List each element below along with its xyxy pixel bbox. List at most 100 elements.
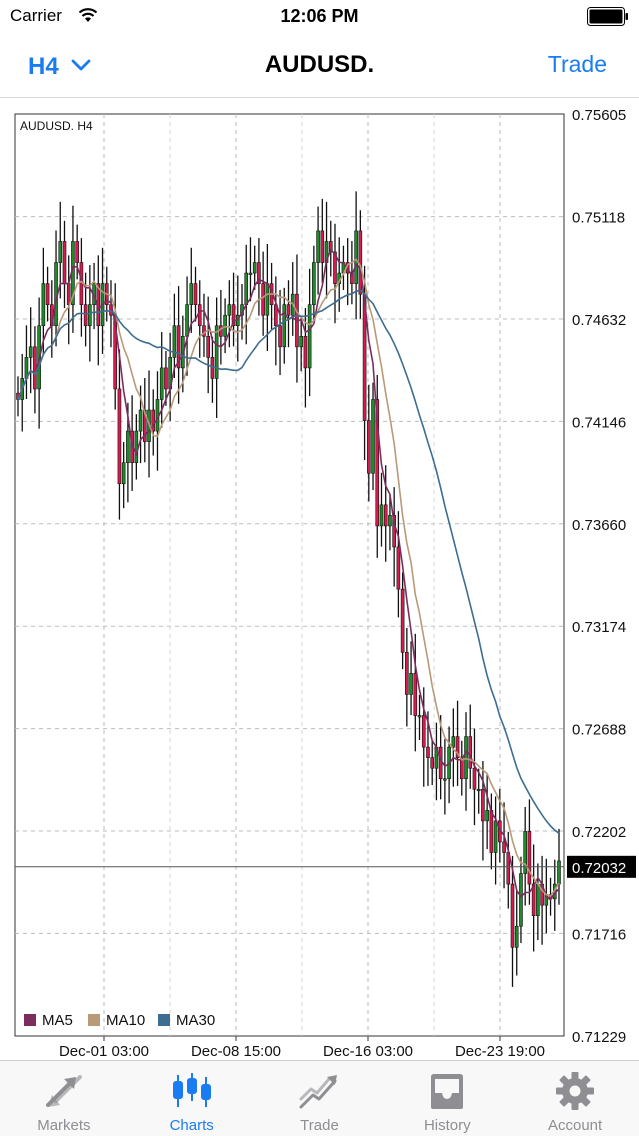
candle-body — [430, 757, 435, 769]
candle-body — [142, 409, 147, 442]
legend-label-ma10: MA10 — [106, 1012, 145, 1029]
candle-body — [455, 736, 460, 758]
wifi-icon — [78, 7, 98, 28]
candle-body — [417, 715, 422, 718]
candle-body — [502, 841, 506, 853]
plot-frame — [14, 113, 565, 1037]
candle-body — [58, 241, 63, 263]
chevron-down-icon — [71, 58, 91, 76]
candle-body — [244, 272, 249, 305]
price-tick-label: 0.72688 — [572, 722, 626, 739]
price-tick-label: 0.74146 — [572, 414, 626, 431]
candle-body — [299, 335, 303, 348]
candle-body — [206, 335, 210, 358]
trade-button[interactable]: Trade — [547, 51, 607, 77]
candle-body — [333, 251, 337, 284]
candle-body — [223, 314, 227, 337]
candle-body — [62, 241, 67, 284]
price-tick-label: 0.72202 — [572, 824, 626, 841]
candle-body — [405, 652, 409, 695]
candle-body — [193, 283, 198, 305]
ma-line-ma10 — [17, 258, 560, 898]
price-tick-label: 0.71716 — [572, 926, 626, 943]
candle-body — [523, 831, 527, 874]
candle-body — [536, 883, 540, 916]
candle-body — [219, 325, 223, 337]
time-tick-label: Dec-16 03:00 — [323, 1043, 413, 1060]
tab-account[interactable]: Account — [511, 1061, 639, 1136]
tab-account-label: Account — [547, 1117, 603, 1134]
carrier-label: Carrier — [10, 6, 62, 25]
candle-body — [557, 860, 561, 885]
tab-trade-label: Trade — [300, 1117, 339, 1134]
ma-line-ma30 — [17, 289, 560, 834]
candle-body — [510, 883, 515, 948]
tab-history[interactable]: History — [383, 1061, 511, 1136]
candle-body — [400, 588, 405, 653]
candle-body — [426, 746, 430, 758]
candlestick-chart[interactable]: 0.75605 0.75118 0.74632 0.74146 0.73660 0.731… — [0, 99, 639, 1060]
price-chart[interactable]: 0.75605 0.75118 0.74632 0.74146 0.73660 0.731… — [0, 99, 639, 1060]
trade-icon — [297, 1069, 341, 1113]
candle-body — [261, 283, 265, 316]
candles-icon — [170, 1069, 214, 1113]
candle-body — [367, 420, 371, 474]
candle-body — [421, 715, 426, 748]
candle-body — [383, 504, 388, 527]
candle-body — [358, 230, 363, 295]
current-price-tag — [567, 855, 636, 878]
candle-body — [28, 346, 33, 358]
candle-body — [375, 399, 380, 527]
price-tick-label: 0.73660 — [572, 517, 626, 534]
candle-body — [83, 304, 88, 327]
candle-body — [413, 673, 418, 716]
candle-body — [151, 409, 156, 432]
candle-body — [476, 788, 481, 792]
candle-body — [485, 810, 489, 822]
status-time: 12:06 PM — [280, 6, 359, 26]
candle-body — [210, 357, 215, 379]
status-bar: Carrier 12:06 PM — [0, 0, 639, 34]
candle-body — [451, 736, 456, 748]
symbol-title: AUDUSD. — [264, 51, 375, 78]
candle-body — [459, 757, 464, 780]
current-price-label: 0.72032 — [572, 860, 626, 877]
tab-markets[interactable]: Markets — [0, 1061, 128, 1136]
candle-body — [371, 399, 375, 474]
time-tick-label: Dec-23 19:00 — [455, 1043, 545, 1060]
time-tick-label: Dec-01 03:00 — [59, 1043, 149, 1060]
candle-body — [214, 325, 219, 379]
candle-body — [519, 873, 523, 927]
price-tick-label: 0.75118 — [572, 210, 625, 227]
candle-body — [189, 283, 194, 305]
candle-body — [396, 546, 401, 590]
tab-charts[interactable]: Charts — [128, 1061, 256, 1136]
tab-trade[interactable]: Trade — [256, 1061, 384, 1136]
candles-group — [16, 191, 561, 987]
price-tick-label: 0.73174 — [572, 619, 626, 636]
candle-body — [493, 820, 498, 853]
legend-swatch-ma30 — [158, 1014, 170, 1026]
candle-body — [392, 515, 396, 548]
price-tick-label: 0.75605 — [572, 107, 626, 124]
candle-body — [307, 304, 312, 369]
candle-body — [388, 515, 392, 527]
candle-body — [303, 335, 308, 369]
candle-body — [379, 504, 384, 527]
candle-body — [286, 304, 291, 316]
candle-body — [464, 736, 468, 780]
candle-body — [320, 230, 325, 263]
price-tick-label: 0.74632 — [572, 312, 626, 329]
candle-body — [117, 388, 122, 485]
candle-body — [409, 673, 413, 695]
legend-swatch-ma10 — [88, 1014, 100, 1026]
chart-symbol-label: AUDUSD. H4 — [20, 119, 93, 133]
candle-body — [121, 462, 126, 485]
timeframe-selector[interactable]: H4 — [28, 50, 91, 84]
candle-body — [514, 925, 519, 948]
battery-icon — [587, 7, 629, 26]
candle-body — [126, 430, 130, 463]
candle-body — [316, 230, 320, 263]
price-tick-label: 0.71229 — [572, 1029, 626, 1046]
candle-body — [443, 778, 447, 781]
